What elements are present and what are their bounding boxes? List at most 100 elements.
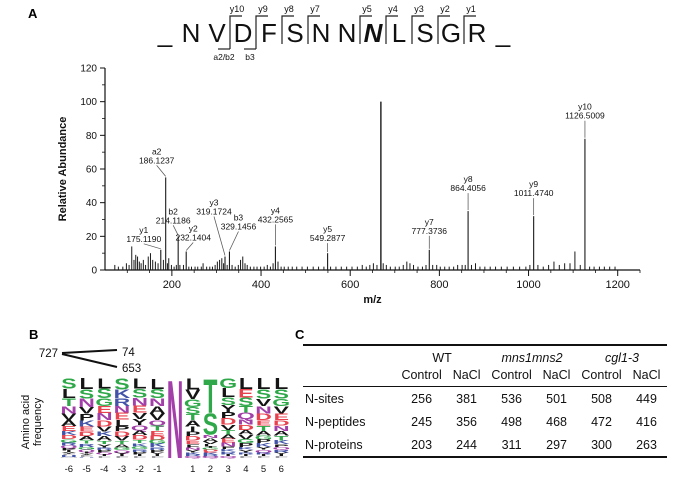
logo-fork-line xyxy=(61,353,118,368)
logo-letter: N xyxy=(167,358,184,483)
x-tick-label: 1000 xyxy=(516,279,540,291)
logo-letter: P xyxy=(256,438,271,444)
logo-letter: P xyxy=(114,425,129,433)
peptide-residue: S xyxy=(416,18,433,48)
table-value-cell: 297 xyxy=(546,438,567,452)
logo-letter: L xyxy=(62,386,76,400)
table-value-cell: 468 xyxy=(546,415,567,429)
y-ion-mark xyxy=(463,15,476,44)
logo-letter: E xyxy=(132,404,148,415)
logo-letter: P xyxy=(79,412,95,423)
logo-letter: G xyxy=(131,446,149,450)
logo-letter: G xyxy=(95,396,113,408)
logo-letter: F xyxy=(186,443,200,449)
table-genotype-header: mns1mns2 xyxy=(501,351,563,365)
x-tick-label: 400 xyxy=(252,279,270,291)
y-ion-label: y10 xyxy=(230,4,245,14)
logo-letter: G xyxy=(255,435,273,441)
logo-letter: P xyxy=(150,449,165,453)
logo-letter: K xyxy=(149,443,166,449)
y-ion-mark xyxy=(359,15,372,44)
y-ion-label: y8 xyxy=(284,4,294,14)
logo-letter: Y xyxy=(238,449,253,453)
logo-letter: K xyxy=(220,449,237,453)
logo-count-total: 727 xyxy=(39,348,58,360)
panel-b-label: B xyxy=(29,327,39,342)
logo-letter: R xyxy=(202,454,219,457)
logo-letter: I xyxy=(225,454,231,457)
logo-letter: K xyxy=(96,431,113,438)
peak-mz-label: 232.1404 xyxy=(175,232,211,242)
peak-mz-label: 319.1724 xyxy=(196,207,232,217)
logo-letter: E xyxy=(114,411,130,422)
y-ion-mark xyxy=(411,15,424,44)
y-ion-mark xyxy=(437,15,450,44)
logo-letter: S xyxy=(61,376,76,393)
peak-mz-label: 175.1190 xyxy=(126,234,161,244)
peptide-residue: G xyxy=(441,18,461,48)
logo-letter: I xyxy=(119,454,125,457)
peak-mz-label: 1011.4740 xyxy=(514,188,554,198)
logo-letter: T xyxy=(203,371,217,425)
logo-letter: Y xyxy=(79,453,94,456)
panel-c-label: C xyxy=(295,327,305,342)
logo-letter: D xyxy=(202,449,219,452)
logo-letter: Q xyxy=(219,456,237,459)
logo-letter: L xyxy=(133,376,147,393)
logo-position-label: -1 xyxy=(153,464,161,475)
logo-letter: F xyxy=(62,454,76,457)
logo-letter: K xyxy=(255,442,272,448)
table-corner-cell xyxy=(303,366,398,387)
logo-letter: A xyxy=(131,429,148,436)
logo-letter: V xyxy=(150,412,166,422)
logo-position-label: 6 xyxy=(279,464,284,475)
y-ion-label: y5 xyxy=(362,4,372,14)
logo-letter: K xyxy=(78,419,95,429)
logo-letter: A xyxy=(184,418,201,428)
peak-mz-label: 214.1186 xyxy=(156,215,191,225)
peak-ion-label: b2 xyxy=(168,206,178,216)
peptide-residue: D xyxy=(234,18,253,48)
logo-letter: Y xyxy=(256,446,271,450)
logo-letter: I xyxy=(243,454,249,457)
table-value-cell: 245 xyxy=(411,415,433,429)
logo-letter: L xyxy=(97,376,111,392)
logo-letter: F xyxy=(221,446,235,450)
logo-letter: Y xyxy=(114,452,129,455)
peak-mz-label: 329.1456 xyxy=(221,221,257,231)
logo-letter: I xyxy=(101,454,107,457)
logo-letter: A xyxy=(255,430,272,437)
logo-letter: Q xyxy=(272,446,290,450)
logo-letter: R xyxy=(131,449,148,453)
logo-letter: G xyxy=(272,397,290,409)
logo-letter: K xyxy=(184,452,201,455)
logo-letter: Q xyxy=(255,449,273,453)
logo-letter: E xyxy=(97,404,113,415)
logo-letter: R xyxy=(255,452,272,455)
logo-letter: L xyxy=(274,376,288,393)
logo-letter: D xyxy=(131,434,148,441)
table-condition-header-row: Control NaCl Control NaCl Control NaCl xyxy=(303,366,667,387)
logo-letter: Q xyxy=(148,419,166,427)
summary-table: WT mns1mns2 cgl1-3 Control NaCl Control NaCl Co… xyxy=(303,344,667,458)
logo-letter: L xyxy=(115,418,130,428)
logo-letter: R xyxy=(96,447,113,451)
x-tick-label: 800 xyxy=(430,279,448,291)
logo-letter: Y xyxy=(220,403,236,414)
logo-letter: I xyxy=(66,450,72,453)
logo-letter: R xyxy=(184,454,201,457)
y-ion-mark xyxy=(229,15,242,49)
logo-letter: I xyxy=(154,454,160,457)
peptide-residue: S xyxy=(286,18,303,48)
y-tick-label: 40 xyxy=(86,198,98,209)
logo-letter: D xyxy=(61,434,78,440)
peak-label-leader xyxy=(229,231,239,251)
table-value-cell: 356 xyxy=(456,415,478,429)
table-value-cell: 300 xyxy=(591,438,612,452)
table-row-label: N-proteins xyxy=(305,438,363,452)
logo-letter: S xyxy=(97,386,112,401)
logo-letter: D xyxy=(96,418,113,428)
logo-letter: T xyxy=(186,412,201,422)
